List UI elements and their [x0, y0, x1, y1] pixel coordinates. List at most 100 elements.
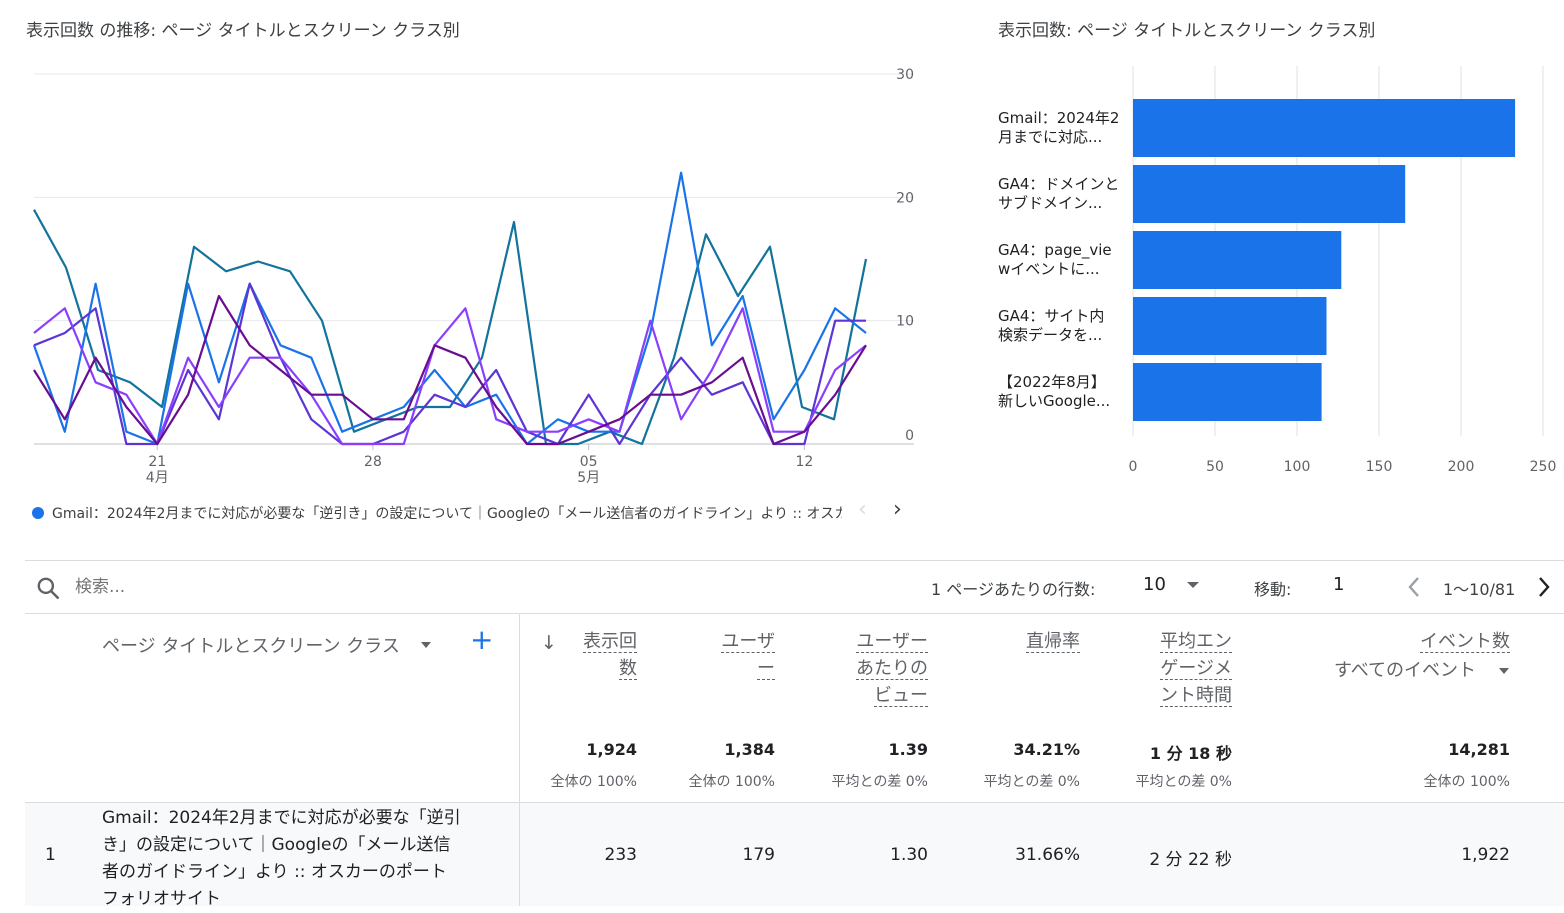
column-header[interactable]: ユーザー	[721, 628, 775, 682]
table-cell: 1.30	[890, 845, 928, 865]
column-header[interactable]: ユーザーあたりのビュー	[856, 628, 928, 709]
x-month-label: 5月	[577, 470, 600, 486]
sort-down-icon[interactable]: ↓	[541, 632, 557, 654]
column-total: 34.21%	[1013, 740, 1080, 759]
x-tick-label: 200	[1448, 459, 1475, 475]
legend-next-icon[interactable]: ›	[893, 497, 902, 522]
table-cell: 31.66%	[1015, 845, 1080, 865]
bar-category-label-line: 新しいGoogle...	[998, 392, 1111, 410]
y-tick-label: 30	[896, 67, 914, 83]
bar-chart-title: 表示回数: ページ タイトルとスクリーン クラス別	[998, 21, 1376, 41]
bar-category-label-line: 月までに対応...	[998, 128, 1103, 146]
row-title-line: 者のガイドライン」より :: オスカーのポート	[102, 862, 447, 882]
column-total-sub: 平均との差 0%	[1135, 774, 1232, 790]
column-header-line: ユーザー	[856, 631, 928, 653]
chevron-down-icon	[420, 642, 431, 648]
y-tick-label: 20	[896, 190, 914, 206]
next-page-icon[interactable]	[1537, 576, 1551, 598]
event-filter-dropdown[interactable]: すべてのイベント	[1334, 657, 1510, 684]
add-dimension-button[interactable]: +	[470, 623, 494, 656]
column-total: 1,384	[724, 740, 775, 759]
column-total: 1 分 18 秒	[1149, 744, 1232, 763]
bar-category-label: Gmail：2024年2 月までに対応...	[998, 109, 1132, 147]
column-total: 14,281	[1448, 740, 1510, 759]
row-index: 1	[45, 845, 56, 865]
bar	[1133, 231, 1342, 289]
bar-category-label-line: サブドメイン...	[998, 194, 1103, 212]
column-header-line: あたりの	[856, 658, 928, 680]
bar-chart-bars	[1133, 99, 1516, 421]
table-cell: 233	[604, 845, 637, 865]
legend-prev-icon[interactable]: ‹	[858, 497, 867, 522]
rows-per-page-select[interactable]: 10	[1143, 574, 1200, 595]
x-tick-label: 250	[1530, 459, 1557, 475]
bar-category-label-line: GA4：ドメインと	[998, 175, 1120, 193]
dimension-selector[interactable]: ページ タイトルとスクリーン クラス	[102, 632, 432, 658]
x-month-label: 4月	[146, 470, 169, 486]
chevron-down-icon	[1186, 581, 1199, 588]
column-header[interactable]: 直帰率	[1026, 628, 1080, 655]
column-header-line: 平均エン	[1160, 631, 1232, 653]
x-tick-label: 28	[364, 454, 382, 470]
prev-page-icon[interactable]	[1407, 576, 1421, 598]
search-input[interactable]	[73, 573, 437, 601]
column-header-line: 数	[619, 658, 637, 680]
y-tick-label: 10	[896, 314, 914, 330]
x-tick-label: 21	[148, 454, 166, 470]
x-tick-label: 100	[1284, 459, 1311, 475]
row-title[interactable]: Gmail：2024年2月までに対応が必要な「逆引 き」の設定について｜Goog…	[102, 805, 502, 913]
x-tick-label: 150	[1366, 459, 1393, 475]
table-cell: 2 分 22 秒	[1149, 850, 1232, 870]
rows-per-page-label: 1 ページあたりの行数:	[931, 580, 1096, 599]
column-header-line: ント時間	[1160, 685, 1232, 707]
chevron-down-icon	[1499, 667, 1509, 674]
bar	[1133, 99, 1516, 157]
event-filter-value: すべてのイベント	[1333, 660, 1476, 681]
goto-label: 移動:	[1254, 580, 1292, 599]
bar-category-label: 【2022年8月】 新しいGoogle...	[998, 373, 1132, 411]
legend-label: Gmail：2024年2月までに対応が必要な「逆引き」の設定について｜Googl…	[52, 506, 842, 522]
rows-per-page-value: 10	[1143, 574, 1166, 595]
column-header[interactable]: 平均エン ゲージメ ント時間	[1160, 628, 1232, 709]
bar	[1133, 297, 1327, 355]
series-line	[33, 209, 868, 446]
bar-chart-axis-labels: 0 50 100 150 200 250	[1129, 459, 1557, 475]
bar-chart: 0 50 100 150 200 250	[1129, 66, 1557, 475]
series-line	[33, 282, 866, 446]
column-header-line: ー	[757, 658, 775, 680]
column-header-line: ビュー	[874, 685, 928, 707]
column-total-sub: 全体の 100%	[1423, 774, 1510, 790]
series-line	[32, 171, 867, 446]
table-toolbar: 1 ページあたりの行数: 10 移動: 1 1〜10/81	[25, 560, 1564, 614]
column-header-line: ユーザ	[721, 631, 775, 653]
line-chart-axis-labels: 30 20 10 0 21 28 05 12 4月 5月	[146, 67, 914, 486]
column-header[interactable]: イベント数 すべてのイベント	[1334, 628, 1510, 684]
line-chart-title: 表示回数 の推移: ページ タイトルとスクリーン クラス別	[26, 21, 460, 41]
column-header-line: 表示回	[583, 631, 637, 653]
row-title-line: Gmail：2024年2月までに対応が必要な「逆引	[102, 808, 461, 828]
goto-input[interactable]: 1	[1333, 574, 1345, 595]
search-icon[interactable]	[35, 575, 61, 601]
series-line	[33, 307, 867, 446]
page-range: 1〜10/81	[1443, 580, 1516, 599]
bar-category-label-line: 検索データを...	[998, 326, 1103, 344]
column-header-line: 直帰率	[1026, 631, 1080, 653]
x-tick-label: 50	[1206, 459, 1224, 475]
table-row[interactable]: 1 Gmail：2024年2月までに対応が必要な「逆引 き」の設定について｜Go…	[25, 803, 1564, 909]
table-cell: 179	[742, 845, 775, 865]
legend-item[interactable]: Gmail：2024年2月までに対応が必要な「逆引き」の設定について｜Googl…	[32, 503, 842, 523]
bar-category-label-line: Gmail：2024年2	[998, 109, 1120, 127]
column-total: 1.39	[888, 740, 928, 759]
table-cell: 1,922	[1461, 845, 1510, 865]
legend-dot-icon	[32, 507, 44, 519]
row-title-line: フォリオサイト	[102, 889, 221, 909]
column-header[interactable]: 表示回数	[583, 628, 637, 682]
bar-category-label-line: GA4：page_vie	[998, 241, 1112, 259]
bar	[1133, 363, 1322, 421]
x-tick-label: 0	[1129, 459, 1138, 475]
bar-category-label-line: GA4：サイト内	[998, 307, 1105, 325]
bar-category-label: GA4：page_vie wイベントに...	[998, 241, 1132, 279]
x-tick-label: 05	[580, 454, 598, 470]
bar-category-label-line: wイベントに...	[998, 260, 1100, 278]
y-tick-label: 0	[905, 428, 914, 444]
